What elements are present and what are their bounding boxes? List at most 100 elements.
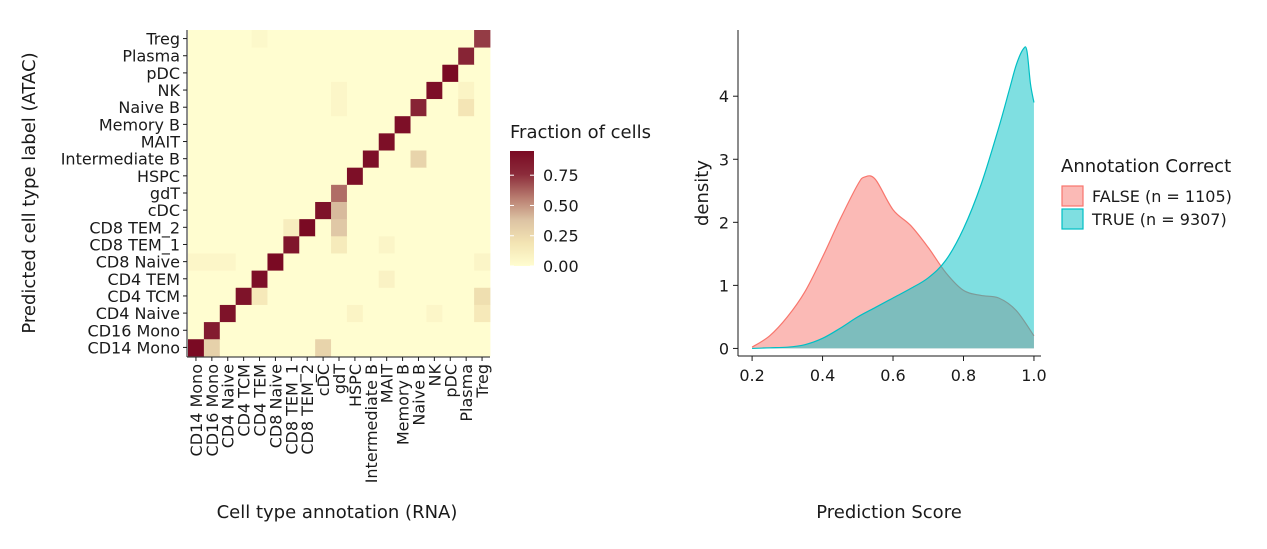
heatmap-cell-intermediate-b--memory-b — [362, 115, 380, 134]
heatmap-cell-hspc--naive-b — [346, 98, 364, 117]
heatmap-cell-nk--mait — [426, 132, 443, 151]
heatmap-cell-cd4-tcm--naive-b — [235, 98, 252, 117]
density-y-tick-label-0: 0 — [719, 339, 729, 358]
density-x-tick-label-0: 0.2 — [739, 366, 764, 385]
heatmap-cell-cd8-tem-2--memory-b — [299, 115, 316, 134]
heatmap-cell-naive-b--cd16-mono — [410, 321, 427, 340]
heatmap-cell-memory-b--cd14-mono — [394, 338, 411, 357]
heatmap-cell-pdc--treg — [442, 30, 459, 48]
heatmap-cell-cd4-tcm--cd14-mono — [235, 338, 252, 357]
density-legend-items: FALSE (n = 1105) TRUE (n = 9307) — [1061, 185, 1232, 230]
heatmap-cell-gdt--treg — [331, 30, 348, 48]
heatmap-cell-cd4-tcm--cd4-tcm — [235, 287, 252, 305]
heatmap-cell-cdc--cdc — [315, 201, 332, 220]
heatmap-cell-naive-b--cd8-tem-2 — [410, 218, 427, 237]
heatmap-cell-memory-b--memory-b — [394, 115, 411, 134]
heatmap-cell-cd16-mono--nk — [203, 81, 221, 100]
heatmap-cell-hspc--cd8-tem-1 — [346, 235, 364, 254]
heatmap-cell-mait--intermediate-b — [378, 150, 396, 168]
heatmap-cell-memory-b--cd8-tem-1 — [394, 235, 411, 254]
density-x-tick-label-2: 0.6 — [880, 366, 905, 385]
heatmap-cell-cd16-mono--cd8-naive — [203, 253, 221, 271]
heatmap-cell-cd4-tem--cd16-mono — [251, 321, 268, 340]
heatmap-cell-cdc--treg — [315, 30, 332, 48]
heatmap-cell-cd4-naive--hspc — [219, 167, 237, 185]
heatmap-cell-memory-b--cd4-tem — [394, 270, 411, 288]
heatmap-cell-cd8-naive--plasma — [267, 47, 284, 65]
heatmap-cell-pdc--cd16-mono — [442, 321, 459, 340]
density-x-tick-label-4: 1.0 — [1021, 366, 1046, 385]
density-legend-key-true — [1061, 208, 1084, 230]
heatmap-cell-cd4-tem--pdc — [251, 64, 268, 82]
heatmap-cell-cd8-tem-1--cd14-mono — [283, 338, 300, 357]
heatmap-cell-cd4-naive--cd8-naive — [219, 253, 237, 271]
heatmap-x-tick-label-cd14-mono: CD14 Mono — [187, 364, 206, 456]
heatmap-cell-naive-b--cd8-naive — [410, 253, 427, 271]
heatmap-y-tick-label-cd4-naive: CD4 Naive — [96, 304, 180, 323]
heatmap-cell-pdc--plasma — [442, 47, 459, 65]
heatmap-cell-cdc--memory-b — [315, 115, 332, 134]
heatmap-cell-cd16-mono--mait — [203, 132, 221, 151]
heatmap-cell-cdc--cd16-mono — [315, 321, 332, 340]
heatmap-cell-nk--treg — [426, 30, 443, 48]
heatmap-cell-cd4-tcm--plasma — [235, 47, 252, 65]
heatmap-cell-intermediate-b--cd16-mono — [362, 321, 380, 340]
heatmap-cell-treg--cd8-tem-1 — [474, 235, 491, 254]
heatmap-cell-cdc--naive-b — [315, 98, 332, 117]
heatmap-x-tick-label-memory-b: Memory B — [394, 364, 413, 445]
heatmap-cell-cd4-tem--cd4-naive — [251, 304, 268, 323]
heatmap-cell-plasma--memory-b — [458, 115, 475, 134]
heatmap-cell-gdt--cd4-tem — [331, 270, 348, 288]
heatmap-cell-cd4-tcm--cd8-tem-1 — [235, 235, 252, 254]
heatmap-y-tick-label-mait: MAIT — [141, 133, 180, 152]
heatmap-cell-cd4-tcm--memory-b — [235, 115, 252, 134]
heatmap-cell-cd8-naive--nk — [267, 81, 284, 100]
heatmap-cell-mait--cd8-naive — [378, 253, 396, 271]
heatmap-cell-cd4-naive--cd4-tem — [219, 270, 237, 288]
heatmap-cell-hspc--gdt — [346, 184, 364, 202]
heatmap-y-tick-label-nk: NK — [158, 81, 181, 100]
heatmap-cell-hspc--cd4-tem — [346, 270, 364, 288]
heatmap-cell-hspc--cd8-naive — [346, 253, 364, 271]
heatmap-cell-memory-b--gdt — [394, 184, 411, 202]
heatmap-y-tick-label-cd4-tcm: CD4 TCM — [107, 287, 180, 306]
heatmap-cell-mait--mait — [378, 132, 396, 151]
heatmap-cell-memory-b--naive-b — [394, 98, 411, 117]
heatmap-cell-hspc--cd4-naive — [346, 304, 364, 323]
heatmap-cell-cd8-tem-2--cd8-tem-1 — [299, 235, 316, 254]
heatmap-y-tick-label-cd4-tem: CD4 TEM — [108, 270, 180, 289]
heatmap-cell-cd8-tem-1--cd8-tem-1 — [283, 235, 300, 254]
heatmap-cell-plasma--cdc — [458, 201, 475, 220]
heatmap-cell-cd8-tem-2--nk — [299, 81, 316, 100]
heatmap-cell-plasma--cd8-naive — [458, 253, 475, 271]
heatmap-x-tick-label-treg: Treg — [473, 364, 492, 399]
heatmap-cell-gdt--cd4-naive — [331, 304, 348, 323]
heatmap-cell-cd8-naive--cd14-mono — [267, 338, 284, 357]
density-y-tick-label-3: 3 — [719, 150, 729, 169]
heatmap-cell-naive-b--treg — [410, 30, 427, 48]
heatmap-cell-cd16-mono--cd4-tcm — [203, 287, 221, 305]
heatmap-cell-cd8-tem-2--cd16-mono — [299, 321, 316, 340]
heatmap-cell-treg--nk — [474, 81, 491, 100]
heatmap-cell-hspc--nk — [346, 81, 364, 100]
heatmap-cell-gdt--cd8-naive — [331, 253, 348, 271]
heatmap-cell-cd4-tcm--mait — [235, 132, 252, 151]
heatmap-x-tick-label-naive-b: Naive B — [409, 364, 428, 426]
heatmap-cell-intermediate-b--hspc — [362, 167, 380, 185]
heatmap-x-axis-title: Cell type annotation (RNA) — [217, 502, 458, 523]
heatmap-cell-cd8-tem-1--hspc — [283, 167, 300, 185]
heatmap-cell-pdc--cd4-naive — [442, 304, 459, 323]
heatmap-x-tick-label-cd8-tem-1: CD8 TEM_1 — [282, 364, 302, 455]
heatmap-cell-nk--memory-b — [426, 115, 443, 134]
heatmap-cell-plasma--cd16-mono — [458, 321, 475, 340]
heatmap-cell-intermediate-b--cd8-tem-2 — [362, 218, 380, 237]
heatmap-cell-cd4-tem--cdc — [251, 201, 268, 220]
heatmap-cell-intermediate-b--mait — [362, 132, 380, 151]
heatmap-cell-naive-b--mait — [410, 132, 427, 151]
heatmap-cell-intermediate-b--plasma — [362, 47, 380, 65]
heatmap-cell-cd14-mono--cd8-tem-1 — [188, 235, 205, 254]
heatmap-cell-cd8-tem-1--pdc — [283, 64, 300, 82]
heatmap-cell-intermediate-b--pdc — [362, 64, 380, 82]
heatmap-x-tick-label-cd8-tem-2: CD8 TEM_2 — [298, 364, 318, 455]
